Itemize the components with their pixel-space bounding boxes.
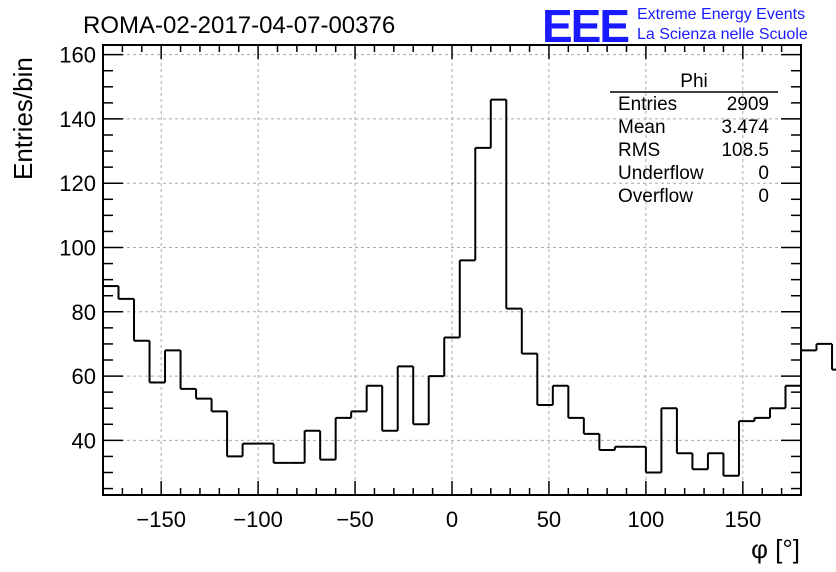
stats-label: RMS xyxy=(618,140,660,161)
histogram-bin xyxy=(768,407,786,418)
histogram-bin xyxy=(691,453,708,471)
y-tick-label: 160 xyxy=(59,43,96,68)
stats-label: Mean xyxy=(618,117,666,138)
histogram-bin xyxy=(334,416,352,460)
histogram-bin xyxy=(644,446,662,474)
grid-lines xyxy=(103,45,801,495)
x-tick-label: 150 xyxy=(724,507,761,532)
stats-value: 3.474 xyxy=(721,117,769,138)
y-tick-label: 140 xyxy=(59,107,96,132)
histogram-bin xyxy=(443,336,460,377)
y-tick-label: 100 xyxy=(59,236,96,261)
histogram-bin xyxy=(582,417,600,435)
y-tick-label: 60 xyxy=(72,364,96,389)
stats-label: Entries xyxy=(618,94,677,115)
logo-letters: EEE xyxy=(542,0,628,52)
y-tick-label: 80 xyxy=(72,300,96,325)
histogram-bin xyxy=(505,99,522,310)
histogram-bin xyxy=(706,452,724,470)
histogram-bin xyxy=(412,366,429,426)
histogram-bin xyxy=(164,349,181,383)
histogram-bin xyxy=(365,384,383,412)
histogram-bin xyxy=(350,410,367,418)
histogram-bin xyxy=(319,430,336,461)
x-tick-label: 50 xyxy=(537,507,561,532)
stats-label: Overflow xyxy=(618,186,693,207)
histogram-bin xyxy=(520,308,538,355)
histogram-bin xyxy=(737,420,755,476)
x-tick-label: −150 xyxy=(136,507,186,532)
histogram-bin xyxy=(675,408,693,455)
y-tick-label: 40 xyxy=(72,428,96,453)
stats-label: Underflow xyxy=(618,163,704,184)
histogram-bin xyxy=(381,385,398,432)
x-tick-label: −50 xyxy=(336,507,373,532)
histogram-bin xyxy=(117,286,135,300)
logo-line1: Extreme Energy Events xyxy=(637,6,805,23)
stats-rows: Entries 2909 Mean 3.474 RMS 108.5 Underflow 0 Ov… xyxy=(618,94,769,207)
x-tick-label: −100 xyxy=(233,507,283,532)
x-tick-label: 0 xyxy=(446,507,458,532)
y-tick-label: 120 xyxy=(59,171,96,196)
chart-title: ROMA-02-2017-04-07-00376 xyxy=(83,12,395,39)
x-tick-label: 100 xyxy=(628,507,665,532)
histogram-bin xyxy=(226,411,243,458)
stats-value: 0 xyxy=(758,186,769,207)
histogram-bin xyxy=(815,342,833,351)
y-axis-title: Entries/bin xyxy=(8,57,38,180)
stats-box: Phi Entries 2909 Mean 3.474 RMS 108.5 Underflo… xyxy=(610,71,778,207)
histogram-bin xyxy=(613,445,631,450)
histogram-bin xyxy=(660,407,677,473)
histogram-bin xyxy=(179,350,197,390)
histogram-bin xyxy=(396,365,414,431)
tick-labels: −150 −100 −50 0 50 100 150 40 60 80 100 120 140 160 xyxy=(59,43,761,532)
histogram-bin xyxy=(753,416,770,422)
histogram-bin xyxy=(551,384,569,405)
histogram-bin xyxy=(241,442,259,457)
histogram-bin xyxy=(458,259,476,338)
histogram-bin xyxy=(210,398,228,413)
histogram-bin xyxy=(831,343,836,371)
histogram-bin xyxy=(784,384,801,409)
histogram-bin xyxy=(133,298,150,342)
stats-value: 0 xyxy=(758,163,769,184)
logo-line2: La Scienza nelle Scuole xyxy=(637,26,808,43)
stats-value: 108.5 xyxy=(721,140,769,161)
axis-ticks xyxy=(102,45,802,495)
eee-logo: EEE Extreme Energy Events La Scienza nel… xyxy=(542,0,808,52)
histogram-bin xyxy=(303,429,321,463)
stats-value: 2909 xyxy=(727,94,769,115)
histogram-bin xyxy=(536,353,553,406)
histogram-bin xyxy=(489,98,507,148)
histogram-bin xyxy=(195,388,212,400)
x-axis-title: φ [°] xyxy=(751,534,800,564)
histogram-bin xyxy=(567,385,584,419)
histogram-bin xyxy=(474,146,491,261)
histogram-bin xyxy=(272,443,290,464)
histogram-bin xyxy=(427,375,445,425)
histogram-bin xyxy=(598,433,615,451)
stats-title: Phi xyxy=(680,71,707,92)
histogram-bin xyxy=(722,453,739,477)
histogram-bin xyxy=(148,340,166,384)
histogram-bins xyxy=(103,98,836,477)
